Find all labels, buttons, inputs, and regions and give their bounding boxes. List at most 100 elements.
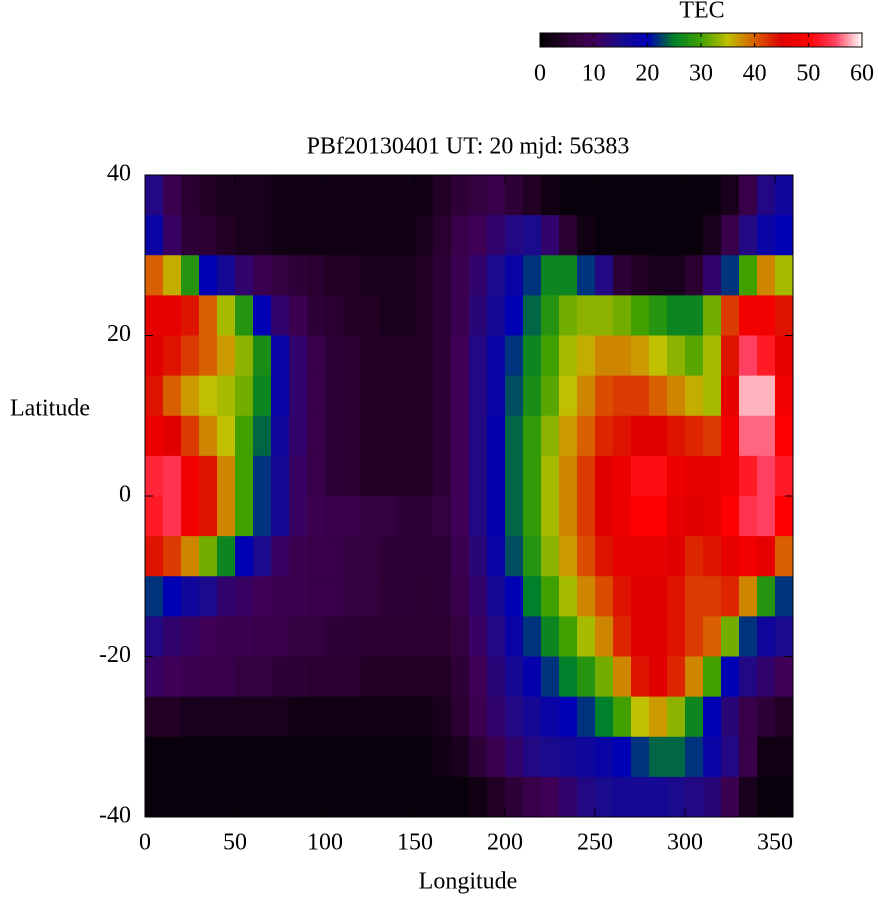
heatmap-cell — [577, 576, 596, 617]
heatmap-cell — [685, 776, 704, 818]
heatmap-cell — [523, 696, 542, 738]
heatmap-cell — [631, 455, 650, 497]
heatmap-cell — [721, 776, 740, 818]
heatmap-cell — [325, 696, 344, 738]
heatmap-cell — [721, 536, 740, 577]
colorbar-tick-label: 10 — [582, 61, 606, 87]
heatmap-cell — [199, 295, 218, 336]
heatmap-cell — [523, 415, 542, 457]
colorbar-tick-label: 50 — [796, 61, 820, 87]
heatmap-cell — [289, 656, 308, 698]
heatmap-cell — [199, 776, 218, 818]
heatmap-cell — [415, 536, 434, 577]
heatmap-cell — [541, 656, 560, 698]
heatmap-cell — [397, 375, 416, 417]
heatmap-cell — [469, 375, 488, 417]
heatmap-cell — [145, 175, 164, 216]
heatmap-cell — [163, 576, 182, 617]
heatmap-cell — [721, 576, 740, 617]
heatmap-cell — [577, 776, 596, 818]
heatmap-cell — [667, 776, 686, 818]
heatmap-cell — [235, 656, 254, 698]
heatmap-cell — [469, 616, 488, 657]
heatmap-cell — [505, 736, 524, 778]
heatmap-cell — [487, 335, 506, 377]
heatmap-cell — [145, 696, 164, 738]
heatmap-cell — [379, 375, 398, 417]
heatmap-cell — [667, 536, 686, 577]
heatmap-cell — [613, 455, 632, 497]
heatmap-cell — [541, 496, 560, 537]
heatmap-cell — [775, 295, 794, 336]
heatmap-cell — [721, 375, 740, 417]
heatmap-cell — [523, 215, 542, 256]
heatmap-cell — [487, 215, 506, 256]
heatmap-cell — [163, 455, 182, 497]
heatmap-cell — [163, 536, 182, 577]
colorbar-tick-label: 0 — [534, 61, 546, 87]
heatmap-cell — [181, 215, 200, 256]
heatmap-cell — [307, 255, 326, 296]
heatmap-cell — [505, 776, 524, 818]
heatmap-cell — [307, 496, 326, 537]
heatmap-cell — [739, 215, 758, 256]
heatmap-cell — [379, 576, 398, 617]
heatmap-cell — [217, 335, 236, 377]
heatmap-cell — [433, 175, 452, 216]
heatmap-cell — [577, 335, 596, 377]
heatmap-cell — [613, 576, 632, 617]
heatmap-cell — [685, 496, 704, 537]
heatmap-cell — [361, 175, 380, 216]
heatmap-cell — [469, 536, 488, 577]
heatmap-cell — [199, 455, 218, 497]
heatmap-cell — [181, 496, 200, 537]
heatmap-cell — [577, 616, 596, 657]
heatmap-cell — [649, 375, 668, 417]
heatmap-cell — [595, 536, 614, 577]
heatmap-cell — [433, 255, 452, 296]
heatmap-cell — [379, 776, 398, 818]
heatmap-cell — [667, 375, 686, 417]
heatmap-cell — [757, 175, 776, 216]
heatmap-cell — [343, 295, 362, 336]
heatmap-cell — [271, 656, 290, 698]
heatmap-cell — [181, 656, 200, 698]
heatmap-cell — [271, 496, 290, 537]
heatmap-cell — [235, 616, 254, 657]
heatmap-cell — [559, 295, 578, 336]
heatmap-cell — [325, 656, 344, 698]
heatmap-cell — [199, 536, 218, 577]
heatmap-cell — [559, 375, 578, 417]
heatmap-cell — [631, 175, 650, 216]
heatmap-cell — [181, 536, 200, 577]
heatmap-cell — [433, 656, 452, 698]
heatmap-cell — [343, 455, 362, 497]
heatmap-cell — [433, 616, 452, 657]
heatmap-cell — [325, 576, 344, 617]
heatmap-cell — [451, 656, 470, 698]
heatmap-cell — [235, 496, 254, 537]
heatmap-cell — [181, 415, 200, 457]
heatmap-cell — [685, 255, 704, 296]
heatmap-cell — [289, 255, 308, 296]
heatmap-cell — [343, 175, 362, 216]
heatmap-cell — [577, 496, 596, 537]
heatmap-cell — [433, 776, 452, 818]
heatmap-cell — [307, 616, 326, 657]
heatmap-cell — [289, 175, 308, 216]
heatmap-cell — [361, 335, 380, 377]
heatmap-cell — [541, 335, 560, 377]
heatmap-cell — [667, 335, 686, 377]
heatmap-cell — [217, 736, 236, 778]
heatmap-cell — [163, 736, 182, 778]
heatmap-cell — [523, 496, 542, 537]
heatmap-cell — [289, 776, 308, 818]
heatmap-cell — [415, 255, 434, 296]
heatmap-cell — [523, 175, 542, 216]
heatmap-cell — [469, 576, 488, 617]
heatmap-cell — [325, 415, 344, 457]
heatmap-cell — [289, 576, 308, 617]
colorbar-tick-label: 40 — [743, 61, 767, 87]
heatmap-cell — [505, 496, 524, 537]
heatmap-cell — [271, 736, 290, 778]
